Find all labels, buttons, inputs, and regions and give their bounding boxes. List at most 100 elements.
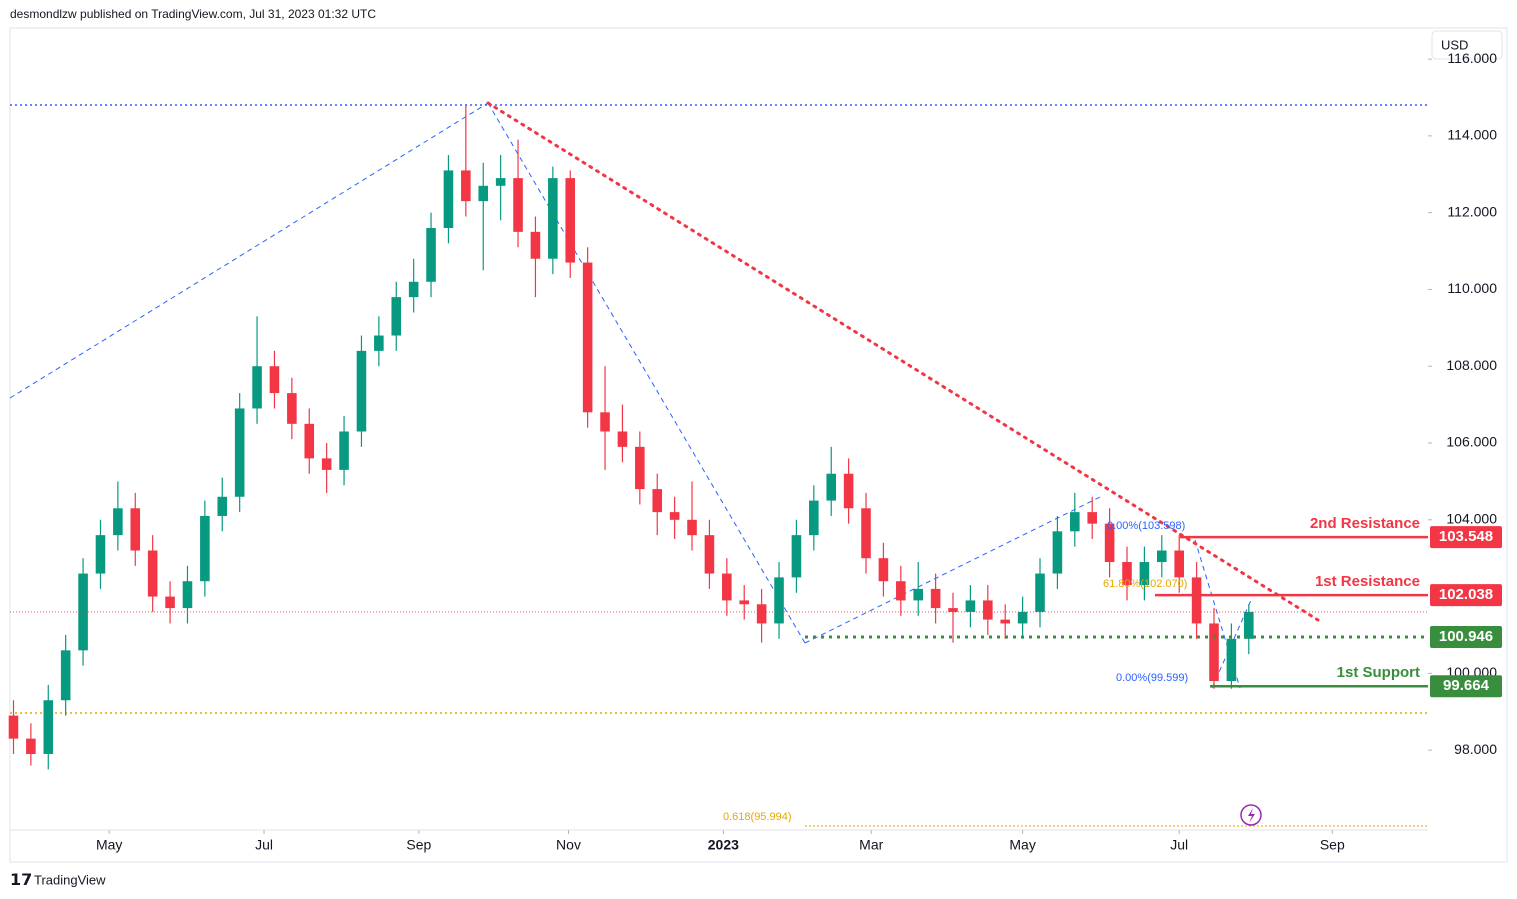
candle-body (565, 178, 576, 263)
candle-body (1139, 562, 1150, 586)
candle-body (1035, 573, 1045, 612)
y-tick-label: 116.000 (1447, 50, 1497, 66)
level-label: 1st Resistance (1315, 573, 1420, 590)
x-tick-label: Sep (1320, 837, 1345, 853)
candle-body (948, 608, 958, 612)
candle-body (1244, 611, 1254, 639)
candle-body (217, 496, 228, 516)
brand: TradingView (34, 872, 106, 887)
candle-body (669, 512, 680, 520)
candle-body (809, 500, 819, 536)
candle-body (1017, 611, 1028, 624)
x-tick-label: Sep (406, 837, 431, 853)
candle-body (78, 573, 88, 651)
candle-body (234, 408, 245, 497)
candle-body (165, 596, 175, 609)
chart-frame (9, 27, 1508, 863)
candle-body (652, 489, 663, 513)
price-badge-label: 100.946 (1439, 628, 1493, 645)
y-tick-label: 110.000 (1447, 280, 1497, 296)
candle-body (704, 535, 715, 574)
candle-body (304, 423, 315, 459)
candle-body (983, 600, 993, 620)
price-badge-label: 102.038 (1439, 586, 1493, 603)
candle-body (1174, 550, 1184, 578)
fib-label: 0.618(95.994) (723, 811, 792, 823)
candle-body (252, 366, 262, 409)
x-tick-label: Nov (556, 837, 581, 853)
x-tick-label: May (1009, 837, 1035, 853)
y-tick-label: 112.000 (1447, 203, 1497, 219)
x-tick-label: Jul (1170, 837, 1188, 853)
candle-body (426, 228, 436, 282)
candle-body (26, 738, 36, 754)
candle-body (1191, 577, 1202, 624)
currency-box[interactable] (1431, 30, 1503, 60)
candle-body (635, 446, 645, 490)
candle-body (548, 178, 558, 259)
candle-body (8, 715, 19, 739)
price-badge (1430, 626, 1502, 649)
candle-body (513, 178, 523, 232)
candle-body (1157, 550, 1167, 563)
candle-body (182, 581, 193, 609)
candle-body (1122, 562, 1132, 586)
fib-label: 0.00%(103.598) (1107, 520, 1185, 532)
candle-body (600, 412, 610, 432)
x-tick-label: Jul (255, 837, 273, 853)
candle-body (687, 519, 697, 536)
candle-body (391, 297, 402, 336)
x-tick-label: May (96, 837, 122, 853)
logo-mark: 𝟭𝟳 (10, 872, 32, 889)
y-tick-label: 104.000 (1446, 510, 1497, 526)
currency: USD (1441, 37, 1468, 52)
candle-body (478, 185, 489, 202)
candle-body (878, 558, 889, 582)
zigzag-leg (9, 102, 489, 399)
fib-label: 61.80%(102.070) (1103, 578, 1187, 590)
candle-body (1226, 638, 1237, 682)
level-label: 1st Support (1337, 664, 1420, 681)
candle-body (1070, 512, 1080, 532)
x-tick-label: 2023 (708, 837, 739, 853)
candle-body (60, 650, 71, 701)
candle-body (408, 281, 419, 298)
candle-body (321, 458, 332, 470)
x-tick-label: Mar (859, 837, 883, 853)
level-label: 2nd Resistance (1310, 515, 1420, 532)
candle-body (1087, 512, 1097, 524)
candle-body (1209, 623, 1219, 682)
price-badge-label: 99.664 (1443, 677, 1490, 694)
price-badge (1430, 584, 1502, 607)
fib-label: 0.00%(99.599) (1116, 672, 1188, 684)
candle-body (95, 535, 106, 574)
candle-body (582, 262, 593, 413)
candle-body (269, 366, 280, 394)
candle-body (130, 508, 141, 551)
y-tick-label: 98.000 (1454, 741, 1497, 757)
event-bolt (1248, 808, 1255, 823)
candle-body (913, 588, 924, 601)
y-tick-label: 108.000 (1446, 357, 1497, 373)
candle-body (1000, 619, 1010, 624)
candle-body (443, 170, 454, 229)
candle-body (774, 577, 784, 624)
candle-body (287, 393, 297, 424)
zigzag-leg (487, 102, 806, 644)
candle-body (896, 581, 906, 601)
candle-body (756, 604, 767, 624)
y-tick-label: 106.000 (1446, 434, 1497, 450)
price-badge-label: 103.548 (1439, 528, 1493, 545)
candle-body (339, 431, 349, 470)
candle-body (843, 473, 854, 509)
candle-body (147, 550, 158, 597)
candle-body (722, 573, 732, 601)
candle-body (1104, 523, 1115, 563)
candle-body (861, 508, 871, 559)
candle-body (200, 515, 210, 582)
candle-body (356, 350, 367, 432)
candle-body (617, 431, 628, 447)
candle-body (965, 600, 976, 612)
